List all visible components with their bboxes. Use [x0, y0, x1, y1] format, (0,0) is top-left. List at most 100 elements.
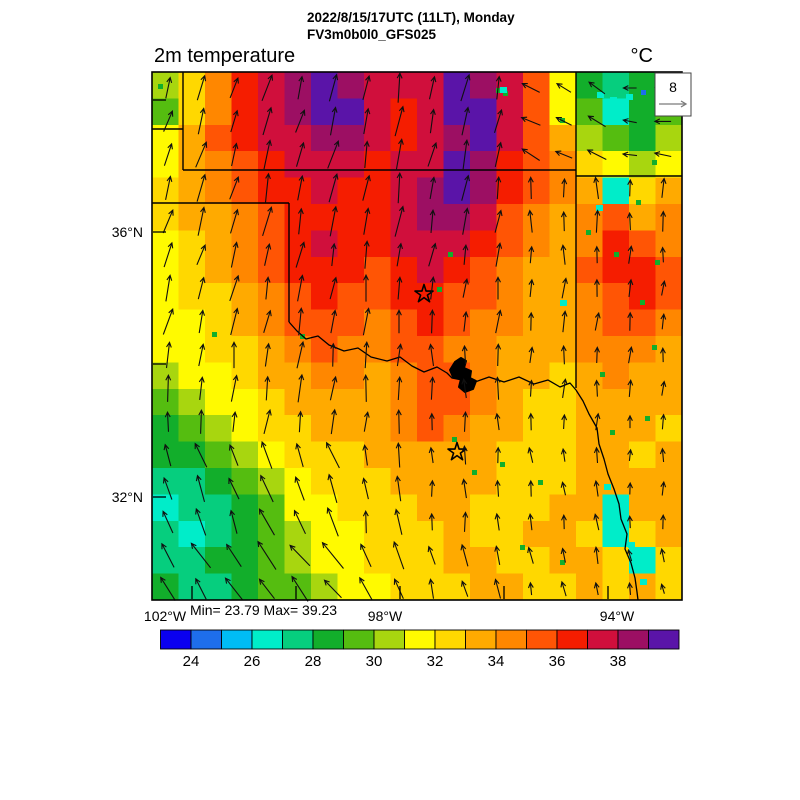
wind-arrow: [461, 478, 468, 499]
cyan-speckle: [596, 205, 603, 211]
wind-arrow: [593, 176, 600, 199]
temp-cell: [576, 177, 604, 205]
wind-arrow: [593, 446, 600, 464]
wind-arrow: [587, 115, 606, 128]
temp-cell: [496, 204, 524, 231]
temp-cell: [417, 204, 445, 231]
temp-cell: [205, 494, 233, 522]
temp-cell: [231, 388, 259, 416]
temp-cell: [337, 256, 365, 284]
wind-arrow: [230, 307, 240, 336]
temp-cell: [523, 494, 551, 522]
wind-arrow: [429, 108, 436, 134]
temp-cell: [655, 547, 683, 575]
green-speckle: [586, 230, 591, 235]
wind-arrow: [627, 178, 634, 197]
temp-cell: [178, 230, 206, 258]
wind-arrow: [295, 141, 306, 167]
wind-arrow: [194, 442, 208, 468]
wind-arrow: [260, 440, 273, 469]
temp-cell: [205, 415, 233, 443]
temp-cell: [602, 573, 630, 601]
wind-arrow: [362, 174, 371, 201]
wind-arrow: [198, 408, 205, 434]
wind-arrow: [162, 476, 173, 500]
temp-cell: [523, 309, 551, 337]
green-speckle: [212, 332, 217, 337]
temp-cell: [205, 124, 233, 152]
temp-cell: [311, 494, 339, 522]
colorbar-segment: [465, 629, 497, 650]
wind-arrow: [257, 540, 277, 570]
wind-arrow: [429, 376, 436, 400]
temp-cell: [337, 204, 365, 231]
wind-arrow: [396, 276, 403, 300]
wind-arrow: [461, 106, 470, 136]
temp-cell: [364, 309, 392, 337]
wind-arrow: [198, 309, 206, 334]
wind-arrow: [627, 245, 634, 264]
temp-cell: [576, 388, 604, 416]
temp-cell: [152, 177, 180, 205]
wind-arrow: [462, 310, 469, 332]
temp-cell: [470, 388, 498, 416]
colorbar-tick-label: 26: [244, 653, 261, 670]
temp-cell: [443, 256, 471, 284]
temp-cell: [258, 362, 286, 390]
temp-cell: [655, 256, 683, 284]
temp-cell: [205, 336, 233, 363]
temp-cell: [576, 336, 604, 363]
wind-arrow: [560, 210, 567, 232]
wind-arrow: [229, 274, 240, 302]
wind-arrow: [264, 242, 272, 266]
temp-cell: [655, 415, 683, 443]
colorbar-tick-label: 28: [305, 653, 322, 670]
wind-arrow: [429, 412, 435, 431]
temp-cell: [655, 441, 683, 469]
wind-arrow: [330, 242, 337, 267]
temp-cell: [443, 230, 471, 258]
temp-cell: [152, 336, 180, 363]
wind-arrow: [588, 81, 606, 95]
green-speckle: [610, 430, 615, 435]
temp-cell: [496, 283, 524, 311]
temp-cell: [655, 336, 683, 363]
temp-cell: [337, 98, 365, 126]
temp-cell: [496, 415, 524, 443]
colorbar-segment: [648, 629, 680, 650]
wind-arrow: [660, 413, 667, 430]
city-star-icon: [414, 283, 434, 303]
wind-arrow: [295, 442, 304, 468]
temp-cell: [655, 388, 683, 416]
wind-arrow: [494, 479, 501, 497]
temp-cell: [602, 204, 630, 231]
wind-arrow: [626, 211, 633, 231]
temp-cell: [655, 151, 683, 179]
temp-cell: [549, 441, 577, 469]
temp-cell: [629, 494, 657, 522]
wind-arrow: [260, 474, 274, 503]
wind-arrow: [594, 209, 601, 233]
wind-arrow: [429, 479, 436, 497]
temp-cell: [311, 336, 339, 363]
wind-arrow: [627, 379, 634, 397]
temp-cell: [470, 494, 498, 522]
temp-cell: [602, 256, 630, 284]
temp-cell: [152, 98, 180, 126]
temp-cell: [629, 388, 657, 416]
temp-cell: [523, 388, 551, 416]
wind-arrow: [560, 244, 567, 265]
cyan-speckle: [626, 94, 633, 100]
wind-arrow: [528, 346, 535, 363]
temp-cell: [655, 309, 683, 337]
temp-cell: [549, 204, 577, 231]
temp-cell: [231, 256, 259, 284]
wind-arrow: [494, 209, 503, 233]
temp-cell: [602, 309, 630, 337]
temp-cell: [284, 177, 312, 205]
wind-arrow: [428, 242, 437, 267]
wind-arrow: [163, 142, 173, 166]
temp-cell: [390, 388, 418, 416]
temp-cell: [496, 388, 524, 416]
temp-cell: [231, 72, 259, 99]
